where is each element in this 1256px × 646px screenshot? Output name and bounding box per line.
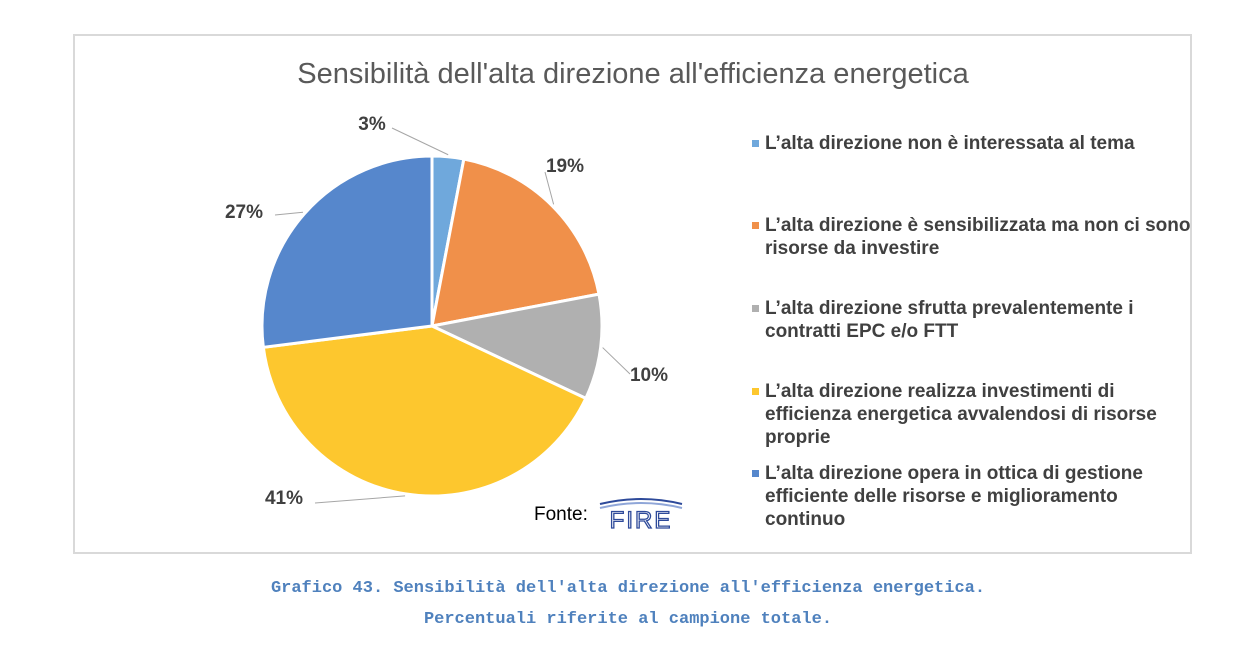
data-label: 3% [358, 114, 386, 135]
leader-line [391, 127, 449, 156]
legend-label: L’alta direzione realizza investimenti d… [765, 381, 1157, 448]
fire-logo: FIRE [599, 498, 683, 535]
source-label: Fonte: [534, 504, 588, 525]
leader-line [544, 171, 555, 205]
data-label: 27% [225, 202, 263, 223]
svg-text:FIRE: FIRE [610, 507, 673, 534]
legend-item: L’alta direzione opera in ottica di gest… [752, 462, 1197, 531]
legend-label: L’alta direzione è sensibilizzata ma non… [765, 215, 1191, 259]
leader-line [314, 495, 406, 504]
data-label: 10% [630, 365, 668, 386]
legend-label: L’alta direzione non è interessata al te… [765, 133, 1135, 154]
legend-label: L’alta direzione sfrutta prevalentemente… [765, 298, 1134, 342]
caption-line2: Percentuali riferite al campione totale. [423, 610, 833, 629]
data-label: 19% [546, 156, 584, 177]
data-label: 41% [265, 488, 303, 509]
legend-item: L’alta direzione non è interessata al te… [752, 132, 1197, 155]
legend-swatch [752, 222, 759, 229]
legend-item: L’alta direzione realizza investimenti d… [752, 380, 1197, 449]
chart-frame [73, 34, 1192, 554]
chart-title: Sensibilità dell'alta direzione all'effi… [297, 58, 969, 90]
pie-slice [261, 324, 588, 498]
leader-line [602, 347, 631, 375]
legend-swatch [752, 470, 759, 477]
legend-swatch [752, 388, 759, 395]
legend-swatch [752, 305, 759, 312]
legend-item: L’alta direzione sfrutta prevalentemente… [752, 297, 1197, 343]
legend-swatch [752, 140, 759, 147]
caption-line1: Grafico 43. Sensibilità dell'alta direzi… [270, 579, 986, 598]
legend-label: L’alta direzione opera in ottica di gest… [765, 463, 1143, 530]
leader-line [274, 211, 304, 216]
pie-slice [430, 157, 601, 328]
pie-slice [427, 292, 604, 401]
pie-slice [260, 154, 434, 349]
legend-item: L’alta direzione è sensibilizzata ma non… [752, 214, 1197, 260]
